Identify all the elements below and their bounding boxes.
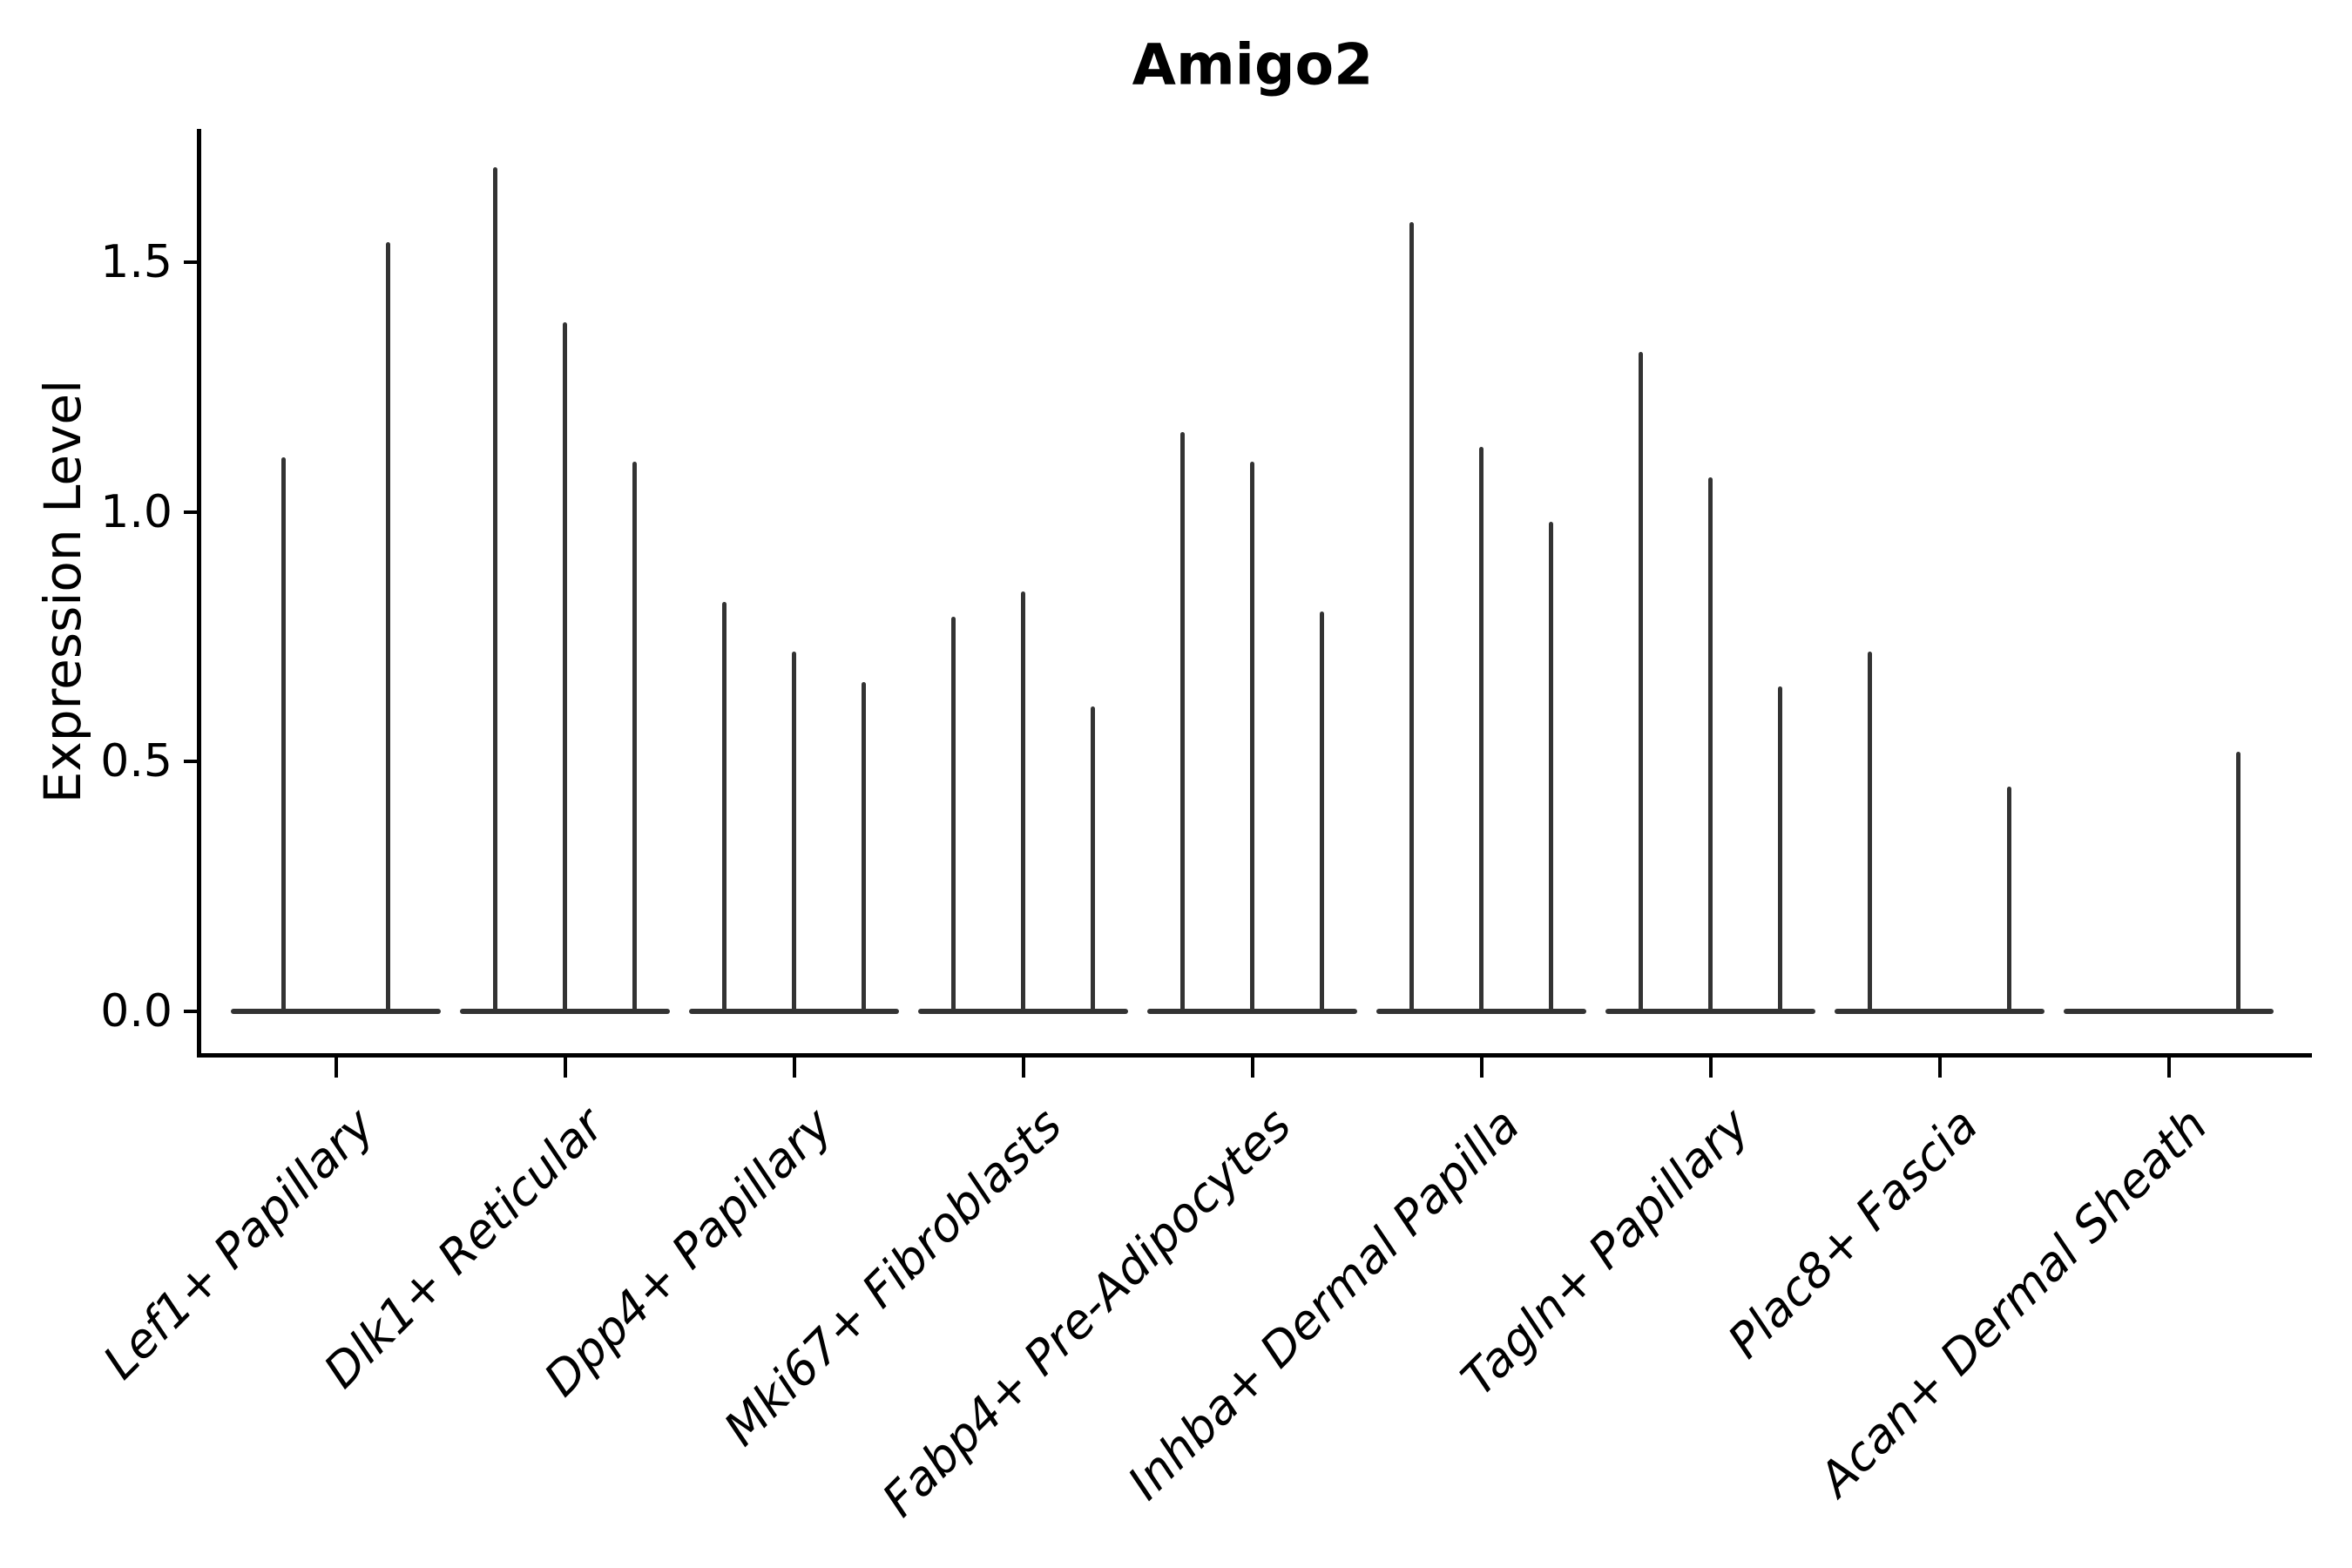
violin-spike: [1409, 222, 1414, 1014]
violin-spike: [721, 601, 727, 1014]
y-tick-mark: [184, 510, 197, 514]
x-tick-mark: [1021, 1057, 1025, 1078]
violin-spike: [862, 681, 867, 1014]
x-tick-label: Acan+ Dermal Sheath: [1808, 1097, 2218, 1507]
y-tick-label: 0.5: [100, 735, 172, 788]
y-tick-mark: [184, 1010, 197, 1013]
violin-spike: [1549, 522, 1554, 1014]
violin-spike: [492, 167, 497, 1014]
x-tick-mark: [1937, 1057, 1942, 1078]
x-tick-label: Inhba+ Dermal Papilla: [1118, 1097, 1531, 1511]
x-axis-spine: [197, 1053, 2312, 1058]
violin-spike: [1091, 706, 1096, 1014]
violin-spike: [386, 242, 391, 1014]
x-tick-label: Plac8+ Fascia: [1717, 1097, 1989, 1369]
violin-spike: [632, 462, 638, 1014]
violin-spike: [1179, 431, 1185, 1014]
violin-baseline: [231, 1009, 441, 1014]
violin-spike: [2236, 751, 2241, 1014]
violin-spike: [1021, 591, 1025, 1014]
y-tick-mark: [184, 760, 197, 764]
violin-spike: [792, 652, 796, 1014]
violin-spike: [1250, 462, 1254, 1014]
x-tick-mark: [1479, 1057, 1484, 1078]
y-tick-label: 0.0: [100, 985, 172, 1037]
x-tick-mark: [792, 1057, 796, 1078]
violin-spike: [1638, 352, 1643, 1014]
y-tick-label: 1.0: [100, 485, 172, 538]
y-tick-label: 1.5: [100, 236, 172, 289]
violin-baseline: [1835, 1009, 2044, 1014]
x-tick-mark: [334, 1057, 338, 1078]
violin-spike: [950, 617, 956, 1014]
x-tick-mark: [563, 1057, 567, 1078]
x-tick-mark: [1250, 1057, 1254, 1078]
violin-spike: [1778, 686, 1783, 1014]
y-tick-mark: [184, 260, 197, 265]
violin-spike: [1320, 612, 1325, 1014]
violin-spike: [1708, 476, 1713, 1014]
violin-baseline: [2064, 1009, 2274, 1014]
violin-spike: [1867, 652, 1872, 1014]
y-axis-spine: [197, 129, 201, 1058]
x-tick-label: Fabp4+ Pre-Adipocytes: [871, 1097, 1301, 1528]
chart-title: Amigo2: [1132, 32, 1374, 98]
violin-spike: [2007, 787, 2012, 1014]
violin-spike: [280, 456, 286, 1014]
x-tick-mark: [2166, 1057, 2171, 1078]
violin-spike: [1479, 447, 1484, 1014]
x-tick-mark: [1708, 1057, 1713, 1078]
violin-spike: [563, 321, 567, 1014]
